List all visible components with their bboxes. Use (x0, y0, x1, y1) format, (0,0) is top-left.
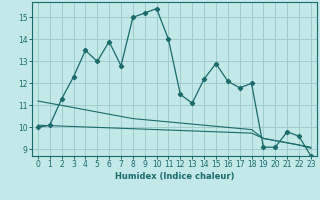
X-axis label: Humidex (Indice chaleur): Humidex (Indice chaleur) (115, 172, 234, 181)
